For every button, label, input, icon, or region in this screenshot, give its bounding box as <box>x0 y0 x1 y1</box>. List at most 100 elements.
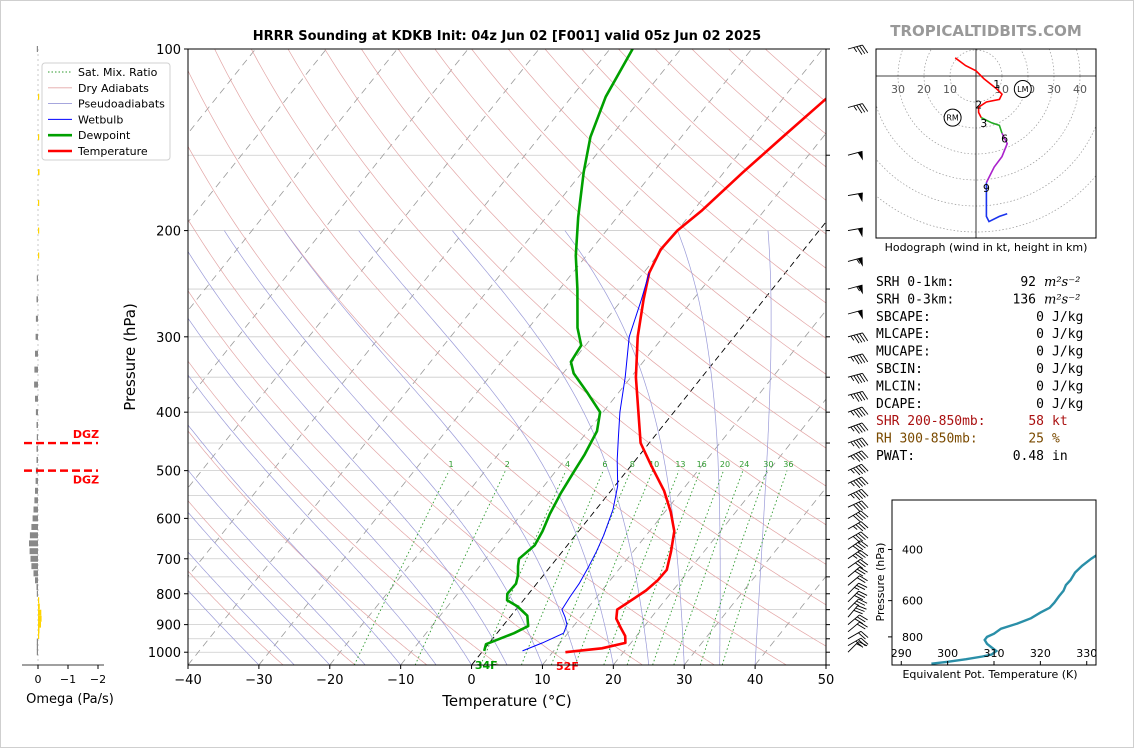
barb-staff <box>847 540 861 550</box>
mixing-ratio-line <box>353 470 450 665</box>
stat-unit: J/kg <box>1052 345 1083 360</box>
barb-full <box>858 407 866 416</box>
isotherm-line <box>542 309 826 665</box>
surface-temperature-label: 52F <box>556 660 579 673</box>
barb-full <box>856 568 866 575</box>
stat-unit: J/kg <box>1052 397 1083 412</box>
barb-full <box>858 522 866 530</box>
barb-half <box>850 356 855 362</box>
chart-title: HRRR Sounding at KDKB Init: 04z Jun 02 [… <box>253 29 761 44</box>
x-tick-label: 20 <box>605 673 622 688</box>
barb-full <box>856 392 863 402</box>
barb-staff <box>847 605 858 618</box>
omega-bar <box>36 421 38 428</box>
omega-bar <box>29 548 38 555</box>
mixing-ratio-label: 6 <box>602 460 607 469</box>
storm-motion-label: LM <box>1017 85 1028 94</box>
stat-unit: m²s⁻² <box>1044 292 1080 307</box>
stat-unit: J/kg <box>1052 379 1083 394</box>
mixing-ratio-line <box>699 470 768 665</box>
barb-full <box>861 500 869 509</box>
omega-bar <box>29 532 38 539</box>
legend-label: Sat. Mix. Ratio <box>78 66 158 79</box>
omega-bar <box>38 597 40 604</box>
omega-bar <box>38 169 40 176</box>
barb-full <box>856 439 863 448</box>
barb-full <box>861 476 869 485</box>
barb-staff <box>847 406 863 413</box>
omega-bar <box>36 46 38 52</box>
barb-full <box>852 545 861 552</box>
dry-adiabat-line <box>544 49 826 304</box>
wind-barbs <box>847 44 869 653</box>
stat-unit: in <box>1052 449 1068 464</box>
barb-full <box>856 616 866 623</box>
barb-full <box>859 575 868 582</box>
hodograph-height-label: 2 <box>975 99 982 112</box>
y-tick-label: 200 <box>156 225 181 240</box>
barb-full <box>861 437 869 446</box>
mixing-ratio-line <box>626 470 701 665</box>
barb-flag <box>857 310 863 320</box>
mixing-ratio-line <box>603 470 680 665</box>
skewt-profiles <box>482 49 826 654</box>
wind-barb <box>847 437 869 449</box>
omega-bar <box>38 609 42 616</box>
moist-adiabat-line <box>677 230 721 665</box>
barb-staff <box>847 641 859 653</box>
barb-staff <box>847 103 863 108</box>
hodograph-segment <box>954 57 1003 118</box>
hodograph-tick-label: 30 <box>891 83 905 96</box>
isotherm-line <box>188 49 611 578</box>
barb-staff <box>847 559 861 569</box>
wind-barb <box>847 605 867 618</box>
barb-full <box>859 391 866 401</box>
series-dewpoint-line <box>482 49 634 652</box>
barb-full <box>861 422 869 431</box>
barb-half <box>850 426 855 432</box>
wind-barb <box>847 406 869 418</box>
omega-bar <box>33 570 38 577</box>
omega-bar <box>36 643 38 650</box>
barb-full <box>856 46 863 55</box>
hodograph-tick-label: 20 <box>917 83 931 96</box>
barb-staff <box>847 621 860 633</box>
stat-label: RH 300-850mb: <box>876 432 978 447</box>
moist-adiabat-line <box>358 230 614 665</box>
barb-full <box>852 515 861 523</box>
omega-bar <box>38 603 40 610</box>
wind-barb <box>847 150 863 161</box>
barb-staff <box>847 372 863 378</box>
stats-panel: SRH 0-1km: 92 m²s⁻² SRH 0-3km: 136 m²s⁻² SBCAP… <box>876 275 1083 464</box>
omega-bar <box>35 577 38 584</box>
barb-half <box>850 469 855 474</box>
barb-full <box>859 333 866 342</box>
omega-bar <box>36 638 38 645</box>
theta-y-tick-label: 800 <box>902 631 923 644</box>
y-tick-label: 400 <box>156 406 181 421</box>
barb-staff <box>847 637 862 646</box>
y-tick-label: 1000 <box>148 646 181 661</box>
wind-barb <box>847 450 869 462</box>
moist-adiabat-line <box>188 511 331 665</box>
omega-bar <box>38 252 40 259</box>
barb-full <box>856 424 863 433</box>
barb-full <box>856 584 866 590</box>
barb-full <box>858 582 868 588</box>
omega-bar <box>38 134 40 141</box>
barb-full <box>856 600 866 606</box>
omega-bar <box>34 366 38 373</box>
barb-staff <box>847 353 863 359</box>
dry-adiabat-line <box>188 360 499 665</box>
barb-full <box>854 570 864 577</box>
stat-value: 0 <box>1036 310 1044 325</box>
stat-label: SBCAPE: <box>876 310 931 325</box>
stat-label: PWAT: <box>876 449 915 464</box>
barb-full <box>853 334 860 344</box>
dgz-label: DGZ <box>73 428 99 441</box>
barb-full <box>855 534 864 542</box>
hodograph-plot: 3020101020304012369RMLM <box>876 49 1096 238</box>
legend-box <box>41 62 171 161</box>
barb-full <box>857 560 866 568</box>
mixing-ratio-label: 10 <box>649 460 659 469</box>
